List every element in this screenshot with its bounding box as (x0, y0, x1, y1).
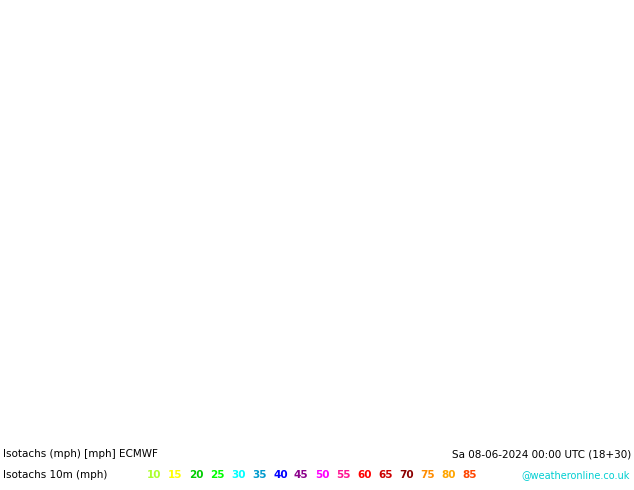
Text: Sa 08-06-2024 00:00 UTC (18+30): Sa 08-06-2024 00:00 UTC (18+30) (452, 449, 631, 459)
Text: 35: 35 (252, 470, 266, 480)
Text: 20: 20 (189, 470, 204, 480)
Text: 45: 45 (294, 470, 309, 480)
Text: 15: 15 (168, 470, 183, 480)
Text: 40: 40 (273, 470, 288, 480)
Text: 30: 30 (231, 470, 245, 480)
Text: Isotachs (mph) [mph] ECMWF: Isotachs (mph) [mph] ECMWF (3, 449, 158, 459)
Text: 60: 60 (357, 470, 372, 480)
Text: 55: 55 (336, 470, 351, 480)
Text: 70: 70 (399, 470, 413, 480)
Text: 80: 80 (441, 470, 455, 480)
Text: 65: 65 (378, 470, 392, 480)
Text: 90: 90 (483, 470, 498, 480)
Text: 25: 25 (210, 470, 224, 480)
Text: @weatheronline.co.uk: @weatheronline.co.uk (522, 470, 630, 480)
Text: 10: 10 (147, 470, 162, 480)
Text: 75: 75 (420, 470, 435, 480)
Text: 85: 85 (462, 470, 477, 480)
Text: 50: 50 (315, 470, 330, 480)
Text: Isotachs 10m (mph): Isotachs 10m (mph) (3, 470, 107, 480)
